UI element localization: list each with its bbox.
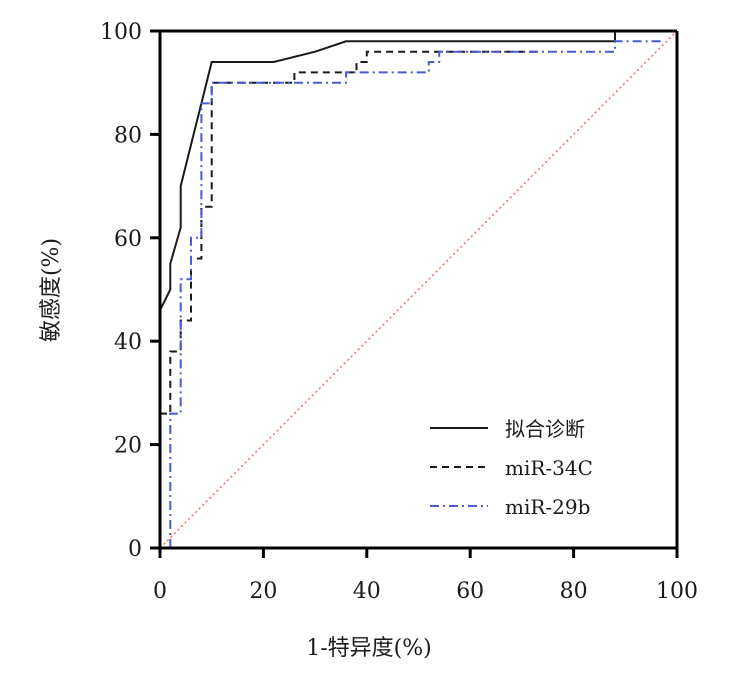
legend-label-1: 拟合诊断 [505,417,585,441]
x-tick-label: 80 [560,579,588,604]
legend-label-2: miR-34C [505,456,593,480]
x-tick-label: 0 [153,579,167,604]
reference-diagonal-line [159,30,678,549]
x-tick-label: 40 [353,579,381,604]
ticks-layer: 0 20 40 60 80 100 0 20 40 60 80 100 [100,20,698,604]
y-tick-label: 0 [128,537,142,562]
legend: 拟合诊断 miR-34C miR-29b [430,417,593,519]
y-tick-label: 40 [114,330,142,355]
x-axis-title: 1-特异度(%) [306,636,432,661]
x-tick-label: 20 [249,579,277,604]
axes-layer [158,29,679,550]
series-line-2 [160,50,543,415]
series-line-3 [169,40,662,548]
series-layer [159,30,677,548]
y-tick-label: 100 [100,20,142,45]
x-tick-label: 60 [456,579,484,604]
legend-label-3: miR-29b [505,495,590,519]
y-axis-title: 敏感度(%) [39,238,64,342]
reference-layer [159,30,678,549]
y-tick-label: 20 [114,434,142,459]
y-tick-label: 80 [114,123,142,148]
x-tick-label: 100 [656,579,698,604]
y-tick-label: 60 [114,227,142,252]
